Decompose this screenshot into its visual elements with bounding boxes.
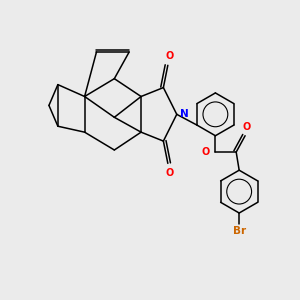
Text: O: O — [165, 168, 173, 178]
Text: N: N — [180, 109, 189, 119]
Text: Br: Br — [232, 226, 246, 236]
Text: O: O — [165, 51, 173, 61]
Text: O: O — [202, 147, 210, 157]
Text: O: O — [242, 122, 251, 132]
